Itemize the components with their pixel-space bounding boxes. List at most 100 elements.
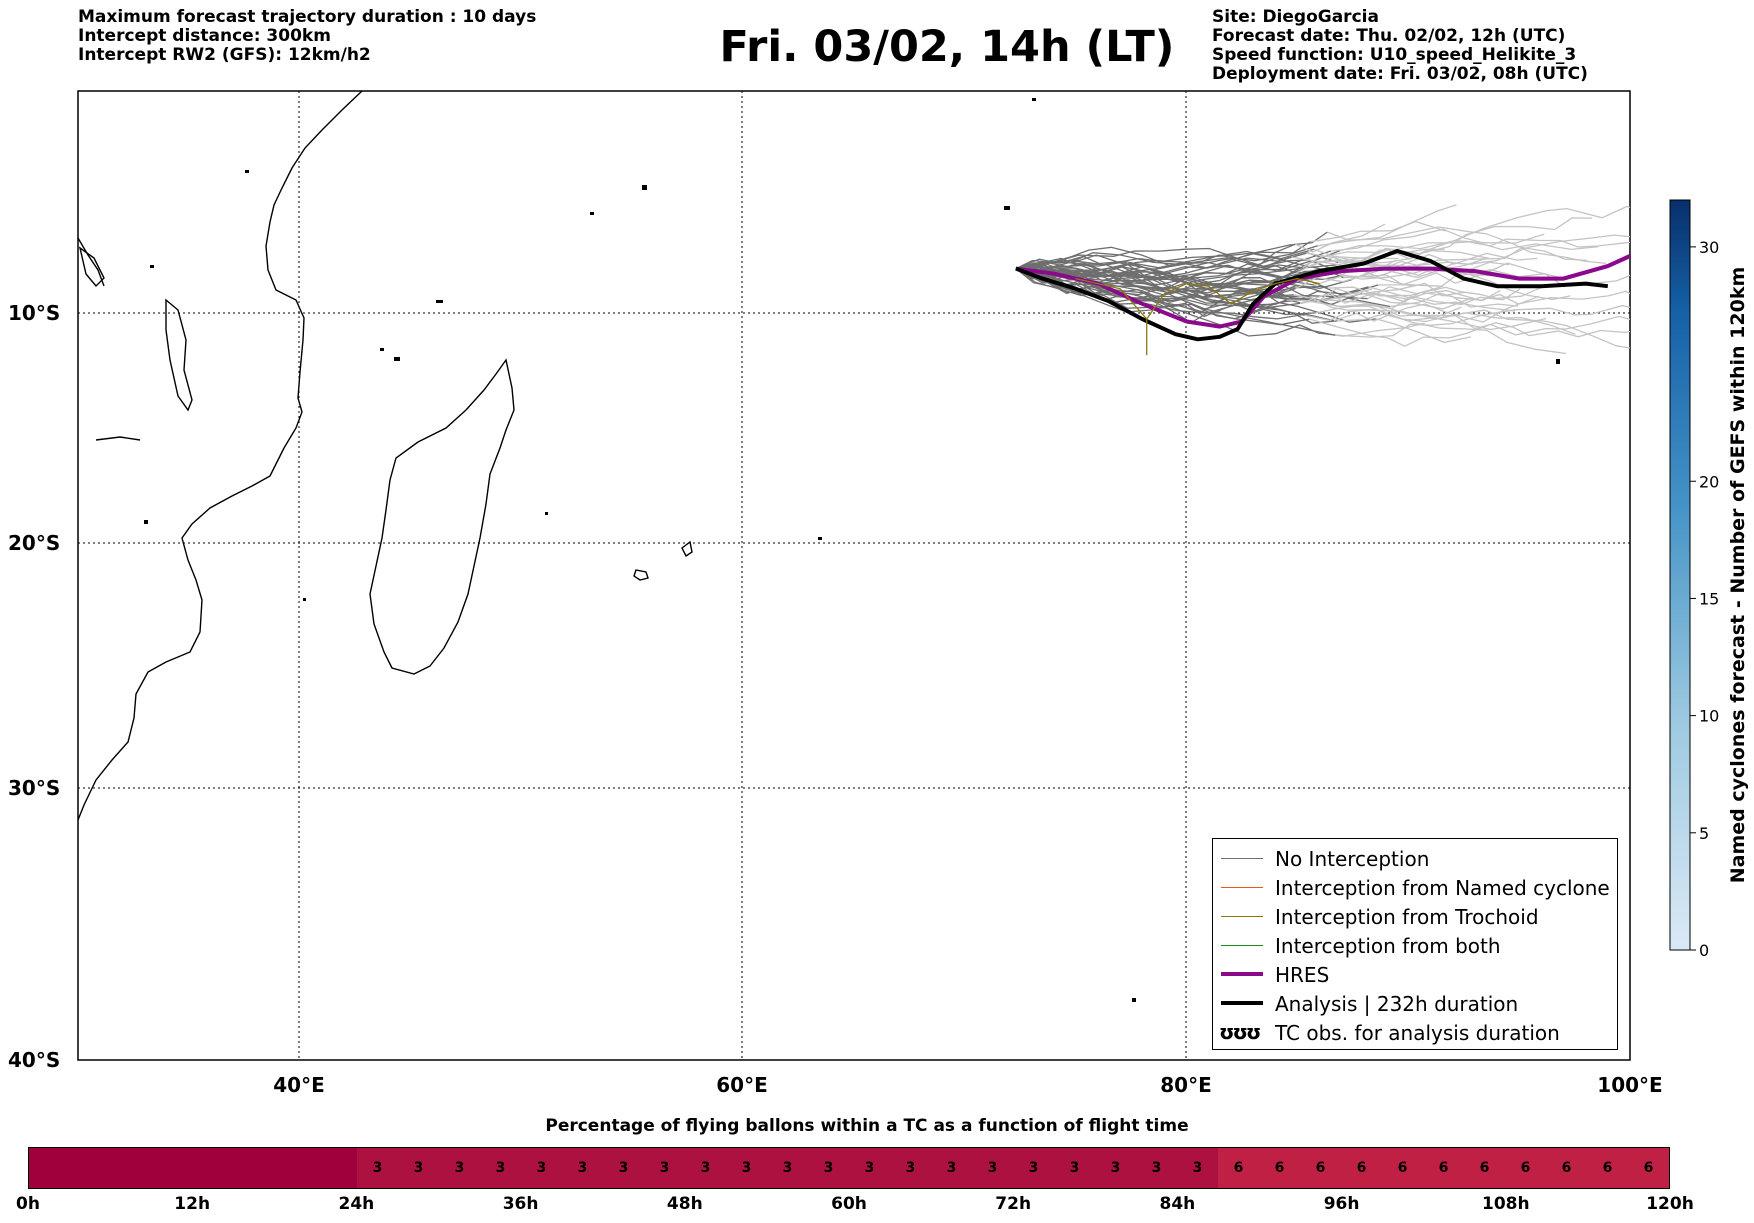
legend-swatch — [1221, 945, 1263, 946]
legend-swatch — [1221, 916, 1263, 917]
island — [642, 185, 647, 190]
legend-label: HRES — [1275, 963, 1330, 987]
flight-time-tick: 120h — [1646, 1194, 1694, 1214]
speed-function-text: Speed function: U10_speed_Helikite_3 — [1212, 45, 1577, 65]
island — [436, 300, 443, 303]
lat-label-10s: 10°S — [8, 301, 60, 325]
flight-time-tick: 48h — [666, 1194, 703, 1214]
ensemble-trajectory — [1327, 264, 1630, 286]
legend-swatch — [1221, 972, 1263, 976]
highlighted-trajectories — [1015, 249, 1630, 356]
legend-item-named-cyclone: Interception from Named cyclone — [1213, 874, 1613, 902]
ensemble-trajectory — [1015, 267, 1335, 324]
flight-bar-cell: 6 — [1546, 1148, 1587, 1188]
island — [303, 598, 306, 601]
flight-bar-cell: 6 — [1259, 1148, 1300, 1188]
legend-label: Analysis | 232h duration — [1275, 992, 1519, 1016]
ensemble-trajectory — [1310, 220, 1446, 243]
island — [380, 348, 384, 351]
flight-bar-cell: 3 — [521, 1148, 562, 1188]
ensemble-trajectory — [1015, 268, 1369, 303]
flight-bar-cell: 3 — [562, 1148, 603, 1188]
arabia-fragment — [78, 237, 105, 287]
flight-bar-cell: 6 — [1464, 1148, 1505, 1188]
lake-tanganyika — [78, 246, 105, 288]
island — [245, 170, 249, 173]
flight-time-tick: 84h — [1159, 1194, 1196, 1214]
ensemble-trajectory — [1309, 255, 1473, 274]
island — [1004, 206, 1010, 210]
gridlines — [78, 91, 1630, 1060]
flight-bar-cell — [70, 1148, 111, 1188]
colorbar-tick-label: 15 — [1699, 589, 1719, 608]
ensemble-trajectory — [1299, 289, 1630, 305]
reunion-island — [633, 569, 649, 581]
ensemble-trajectory — [1317, 204, 1457, 247]
max-duration-text: Maximum forecast trajectory duration : 1… — [78, 7, 537, 27]
legend-item-both: Interception from both — [1213, 932, 1613, 960]
lat-label-30s: 30°S — [8, 776, 60, 800]
intercept-distance-text: Intercept distance: 300km — [78, 26, 331, 46]
ensemble-trajectory — [1015, 252, 1307, 274]
lon-label-60e: 60°E — [716, 1073, 768, 1097]
flight-bar-cell: 3 — [931, 1148, 972, 1188]
ensemble-trajectory — [1015, 265, 1310, 326]
flight-time-tick: 0h — [16, 1194, 40, 1214]
colorbar-tick-label: 20 — [1699, 472, 1719, 491]
lat-label-40s: 40°S — [8, 1048, 60, 1072]
forecast-parameters: Maximum forecast trajectory duration : 1… — [78, 8, 536, 65]
island — [1032, 98, 1036, 101]
flight-bar-cell: 3 — [890, 1148, 931, 1188]
island — [1132, 998, 1136, 1002]
ensemble-trajectory — [1367, 284, 1565, 300]
flight-bar-cell: 6 — [1587, 1148, 1628, 1188]
ensemble-trajectory — [1293, 294, 1547, 331]
ensemble-trajectory — [1337, 309, 1630, 349]
legend-label: No Interception — [1275, 847, 1430, 871]
flight-bar-cell: 3 — [644, 1148, 685, 1188]
legend: No Interception Interception from Named … — [1212, 838, 1618, 1050]
flight-time-axis: 0h 12h 24h 36h 48h 60h 72h 84h 96h 108h 120h — [0, 1194, 1754, 1218]
flight-bar-cell — [275, 1148, 316, 1188]
lake-victoria — [165, 298, 193, 412]
island — [150, 265, 154, 268]
flight-bar-cell — [193, 1148, 234, 1188]
ensemble-trajectory — [1015, 257, 1344, 296]
legend-item-trochoid: Interception from Trochoid — [1213, 903, 1613, 931]
coastlines — [78, 91, 693, 821]
ensemble-trajectory — [1339, 240, 1598, 252]
island — [590, 212, 594, 215]
island — [394, 357, 400, 361]
ensemble-trajectory — [1015, 250, 1332, 286]
legend-swatch — [1221, 858, 1263, 859]
colorbar-gradient — [1669, 199, 1691, 951]
flight-bar-cell: 6 — [1423, 1148, 1464, 1188]
ensemble-trajectory — [1313, 248, 1399, 260]
flight-bar-cell: 6 — [1341, 1148, 1382, 1188]
series-line-2 — [1075, 277, 1320, 356]
flight-time-tick: 72h — [995, 1194, 1032, 1214]
flight-bar-title: Percentage of flying ballons within a TC… — [545, 1116, 1189, 1136]
legend-item-analysis: Analysis | 232h duration — [1213, 990, 1613, 1018]
flight-bar-cell: 3 — [849, 1148, 890, 1188]
island — [545, 512, 548, 515]
flight-bar-cell: 3 — [357, 1148, 398, 1188]
intercept-rw2-text: Intercept RW2 (GFS): 12km/h2 — [78, 45, 371, 65]
colorbar-title: Named cyclones forecast - Number of GEFS… — [1727, 267, 1749, 884]
ensemble-trajectory — [1368, 286, 1516, 312]
flight-bar-cell: 6 — [1218, 1148, 1259, 1188]
ensemble-trajectory — [1343, 262, 1569, 286]
island — [1556, 359, 1560, 364]
cyclone-colorbar: 0 5 10 15 20 30 Named cyclones forecast - Num… — [1669, 199, 1749, 960]
flight-bar-cell: 3 — [767, 1148, 808, 1188]
flight-bar-cell: 3 — [685, 1148, 726, 1188]
ensemble-trajectory — [1015, 267, 1320, 314]
flight-bar-cell: 3 — [1136, 1148, 1177, 1188]
flight-bar-cell: 3 — [808, 1148, 849, 1188]
island — [144, 520, 148, 524]
legend-label: Interception from Trochoid — [1275, 905, 1539, 929]
ensemble-trajectory — [1378, 284, 1444, 287]
flight-bar-cell: 3 — [972, 1148, 1013, 1188]
flight-time-tick: 108h — [1482, 1194, 1530, 1214]
